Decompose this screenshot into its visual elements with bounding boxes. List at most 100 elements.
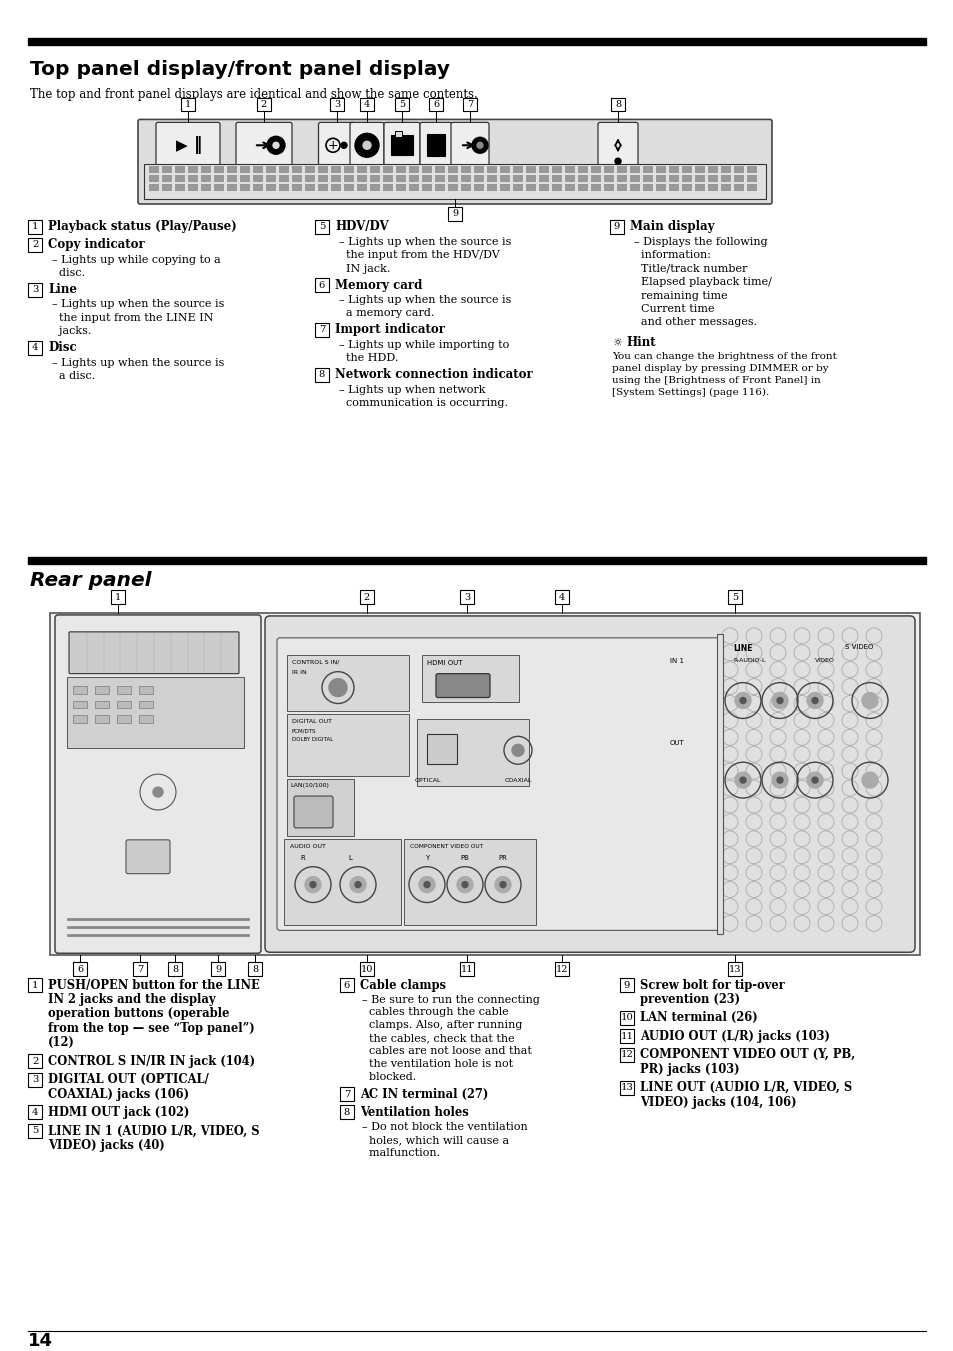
Bar xyxy=(695,184,704,190)
Text: The top and front panel displays are identical and show the same contents.: The top and front panel displays are ide… xyxy=(30,88,477,100)
Text: a memory card.: a memory card. xyxy=(338,308,434,319)
Bar xyxy=(460,176,471,182)
Bar xyxy=(499,176,510,182)
Bar xyxy=(213,184,224,190)
Text: – Be sure to run the connecting: – Be sure to run the connecting xyxy=(361,994,539,1005)
Text: using the [Brightness of Front Panel] in: using the [Brightness of Front Panel] in xyxy=(612,376,820,385)
Bar xyxy=(513,184,522,190)
Text: Copy indicator: Copy indicator xyxy=(48,238,145,251)
Bar xyxy=(382,166,393,173)
Bar xyxy=(213,166,224,173)
Bar xyxy=(681,184,691,190)
Bar xyxy=(73,716,87,723)
Bar xyxy=(344,176,354,182)
Bar xyxy=(578,184,587,190)
Text: PB: PB xyxy=(460,855,469,861)
Text: CONTROL S IN/: CONTROL S IN/ xyxy=(292,659,339,665)
Text: the ventilation hole is not: the ventilation hole is not xyxy=(361,1059,513,1069)
FancyBboxPatch shape xyxy=(436,674,490,697)
FancyBboxPatch shape xyxy=(609,220,623,234)
FancyBboxPatch shape xyxy=(69,632,239,674)
Bar xyxy=(746,184,757,190)
Text: 11: 11 xyxy=(619,1032,633,1040)
Bar xyxy=(395,166,406,173)
Text: Top panel display/front panel display: Top panel display/front panel display xyxy=(30,59,450,78)
Bar xyxy=(356,176,367,182)
Bar xyxy=(331,166,340,173)
Circle shape xyxy=(350,877,366,893)
Bar xyxy=(95,716,109,723)
Bar xyxy=(28,38,925,45)
Text: LINE IN 1 (AUDIO L/R, VIDEO, S: LINE IN 1 (AUDIO L/R, VIDEO, S xyxy=(48,1124,259,1138)
Bar xyxy=(578,176,587,182)
Text: ▶: ▶ xyxy=(176,138,188,153)
Text: IN jack.: IN jack. xyxy=(338,263,390,274)
Text: from the top — see “Top panel”): from the top — see “Top panel”) xyxy=(48,1021,254,1035)
Circle shape xyxy=(423,882,430,888)
Text: blocked.: blocked. xyxy=(361,1073,416,1082)
FancyBboxPatch shape xyxy=(339,978,354,992)
Text: a disc.: a disc. xyxy=(52,372,95,381)
Text: 8: 8 xyxy=(318,370,325,380)
Bar xyxy=(656,176,665,182)
Text: operation buttons (operable: operation buttons (operable xyxy=(48,1008,229,1020)
Bar xyxy=(590,184,600,190)
FancyBboxPatch shape xyxy=(403,839,536,925)
Bar xyxy=(448,184,457,190)
FancyBboxPatch shape xyxy=(181,97,194,111)
Bar xyxy=(174,184,185,190)
Text: (12): (12) xyxy=(48,1036,74,1050)
Circle shape xyxy=(456,877,473,893)
Text: Rear panel: Rear panel xyxy=(30,571,152,590)
Text: 4: 4 xyxy=(31,343,38,353)
Bar xyxy=(356,184,367,190)
Circle shape xyxy=(734,693,750,708)
FancyBboxPatch shape xyxy=(350,123,384,168)
FancyBboxPatch shape xyxy=(132,962,147,977)
FancyBboxPatch shape xyxy=(314,367,329,381)
Circle shape xyxy=(734,773,750,788)
Bar xyxy=(564,176,575,182)
Text: communication is occurring.: communication is occurring. xyxy=(338,399,507,408)
FancyBboxPatch shape xyxy=(459,962,474,977)
Bar xyxy=(240,176,250,182)
Text: Import indicator: Import indicator xyxy=(335,323,444,336)
Text: COMPONENT VIDEO OUT: COMPONENT VIDEO OUT xyxy=(410,844,482,848)
Bar xyxy=(162,166,172,173)
Text: 1: 1 xyxy=(114,593,121,601)
FancyBboxPatch shape xyxy=(395,97,409,111)
Bar xyxy=(421,184,432,190)
Bar xyxy=(370,176,379,182)
Circle shape xyxy=(512,744,523,757)
Circle shape xyxy=(355,882,360,888)
Bar xyxy=(617,184,626,190)
Circle shape xyxy=(862,773,877,788)
Bar xyxy=(707,184,718,190)
Text: +: + xyxy=(327,139,338,151)
Bar xyxy=(370,184,379,190)
FancyBboxPatch shape xyxy=(427,134,444,157)
Bar xyxy=(603,166,614,173)
Text: DIGITAL OUT (OPTICAL/: DIGITAL OUT (OPTICAL/ xyxy=(48,1073,209,1086)
Bar xyxy=(162,176,172,182)
Text: 1: 1 xyxy=(31,981,38,989)
Text: prevention (23): prevention (23) xyxy=(639,993,740,1006)
Bar xyxy=(668,166,679,173)
Text: LAN terminal (26): LAN terminal (26) xyxy=(639,1012,757,1024)
Bar xyxy=(552,166,561,173)
Bar xyxy=(253,166,263,173)
Bar xyxy=(525,176,536,182)
FancyBboxPatch shape xyxy=(314,220,329,234)
FancyBboxPatch shape xyxy=(28,1073,42,1086)
Bar xyxy=(117,716,131,723)
FancyBboxPatch shape xyxy=(314,278,329,292)
Bar xyxy=(642,166,652,173)
Bar xyxy=(266,166,275,173)
Bar xyxy=(525,166,536,173)
Text: – Lights up when the source is: – Lights up when the source is xyxy=(52,300,224,309)
Text: 2: 2 xyxy=(31,1056,38,1066)
FancyBboxPatch shape xyxy=(555,962,568,977)
Bar xyxy=(139,701,152,708)
Text: the cables, check that the: the cables, check that the xyxy=(361,1034,514,1043)
FancyBboxPatch shape xyxy=(276,638,722,931)
